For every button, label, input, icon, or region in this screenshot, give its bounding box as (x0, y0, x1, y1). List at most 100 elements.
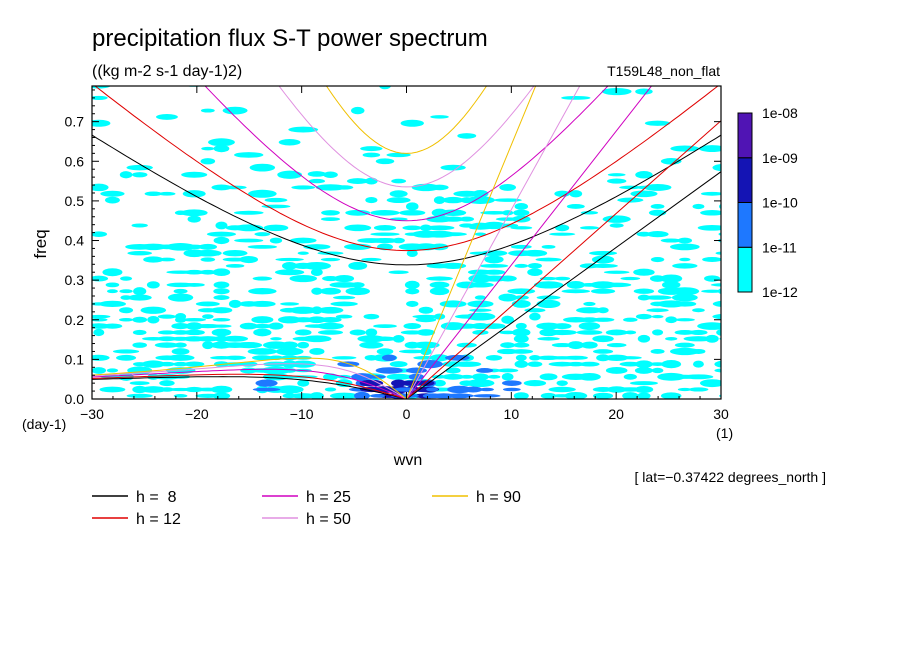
contour-patch (213, 295, 230, 300)
colorbar-label: 1e-08 (762, 105, 798, 121)
contour-patch (389, 361, 408, 368)
contour-patch (334, 274, 355, 283)
contour-patch (375, 158, 395, 165)
contour-patch (198, 243, 218, 250)
contour-patch (539, 373, 558, 381)
contour-patch (100, 190, 125, 197)
contour-patch (459, 216, 475, 222)
contour-patch (248, 288, 277, 295)
contour-patch (459, 223, 475, 228)
contour-patch (513, 209, 530, 217)
contour-patch (633, 268, 655, 276)
contour-patch (116, 354, 137, 361)
contour-patch (159, 380, 175, 387)
contour-patch (363, 313, 380, 320)
contour-patch (133, 287, 147, 296)
contour-patch (213, 236, 230, 245)
contour-patch (660, 274, 683, 283)
contour-patch (440, 322, 466, 331)
contour-patch (112, 349, 140, 354)
contour-patch (399, 210, 426, 216)
contour-patch (602, 282, 632, 288)
contour-patch (127, 294, 152, 301)
contour-patch (348, 261, 368, 270)
contour-patch (710, 283, 721, 287)
y-axis: 0.0 0.1 0.2 0.3 0.4 0.5 0.6 0.7 (65, 89, 721, 407)
x-tick-label: −20 (185, 406, 209, 422)
contour-patch (212, 392, 231, 399)
contour-patch (106, 368, 119, 373)
contour-patch (498, 293, 517, 302)
contour-patch (527, 263, 542, 269)
contour-patch (222, 106, 248, 115)
contour-patch (370, 210, 400, 216)
contour-patch (509, 349, 534, 354)
contour-patch (683, 374, 714, 380)
contour-patch (291, 185, 316, 190)
contour-patch (126, 393, 153, 398)
contour-patch (540, 392, 557, 399)
contour-patch (391, 379, 407, 387)
contour-patch (126, 164, 153, 171)
contour-patch (569, 190, 583, 198)
contour-patch (129, 381, 150, 386)
contour-patch (602, 215, 631, 223)
contour-patch (157, 336, 177, 342)
contour-patch (513, 342, 530, 348)
contour-patch (156, 113, 178, 120)
contour-patch (184, 386, 204, 393)
contour-patch (497, 368, 519, 373)
contour-patch (677, 237, 693, 244)
contour-patch (261, 366, 291, 375)
contour-patch (442, 216, 465, 222)
contour-patch (354, 391, 370, 399)
contour-patch (474, 232, 487, 236)
contour-patch (92, 95, 108, 100)
contour-patch (320, 287, 341, 295)
contour-patch (252, 387, 281, 392)
contour-patch (702, 257, 721, 263)
contour-patch (555, 224, 570, 232)
contour-patch (502, 380, 522, 386)
contour-patch (637, 392, 651, 399)
contour-patch (345, 287, 370, 296)
contour-patch (578, 322, 601, 331)
contour-patch (132, 316, 148, 323)
contour-patch (406, 300, 419, 307)
contour-patch (515, 354, 527, 361)
contour-patch (457, 133, 477, 139)
contour-patch (622, 392, 639, 399)
contour-patch (417, 360, 443, 369)
contour-patch (290, 393, 317, 399)
contour-patch (249, 163, 276, 172)
contour-patch (651, 367, 664, 374)
contour-patch (334, 185, 354, 190)
contour-patch (440, 164, 466, 171)
contour-patch (166, 354, 195, 361)
contour-patch (697, 225, 721, 231)
contour-patch (239, 322, 258, 330)
contour-patch (514, 360, 529, 368)
contour-patch (607, 173, 626, 177)
contour-patch (378, 86, 392, 90)
contour-patch (235, 341, 263, 349)
contour-patch (692, 203, 705, 210)
contour-patch (580, 211, 599, 215)
contour-patch (183, 282, 205, 287)
contour-patch (213, 288, 230, 295)
contour-patch (606, 343, 627, 348)
contour-patch (661, 281, 681, 289)
contour-patch (376, 348, 394, 355)
contour-patch (247, 244, 278, 249)
contour-patch (635, 360, 653, 368)
contour-patch (381, 354, 397, 362)
legend-label: h = 25 (306, 489, 351, 506)
contour-patch (351, 106, 365, 115)
contour-patch (302, 335, 332, 343)
contour-patch (554, 276, 571, 281)
contour-patch (373, 225, 397, 231)
inertia-gravity-curve (204, 86, 609, 222)
contour-patch (657, 372, 686, 381)
contour-patch (623, 317, 638, 322)
